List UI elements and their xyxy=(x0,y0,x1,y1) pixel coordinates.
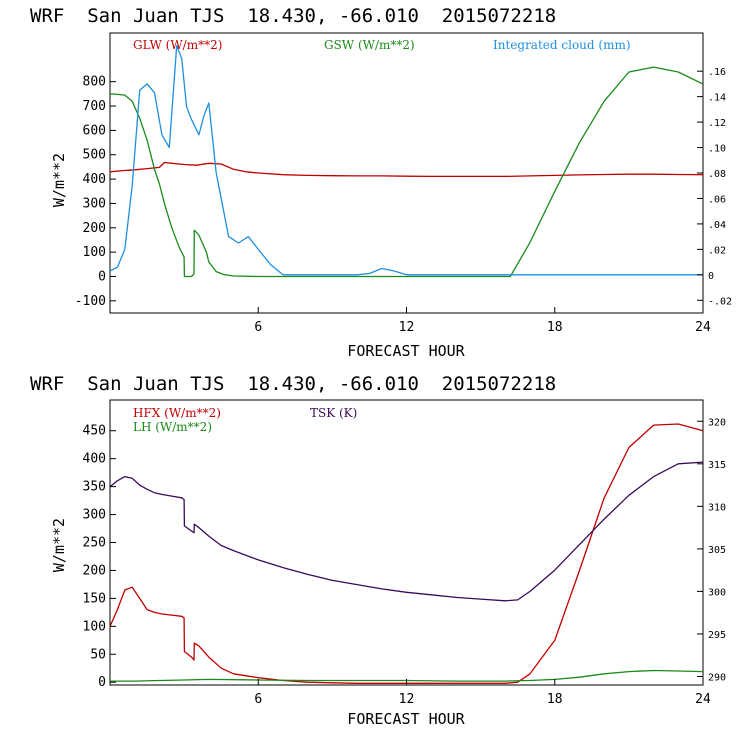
y-tick-label: -100 xyxy=(75,294,106,309)
y2-tick-label: .10 xyxy=(708,144,726,155)
y2-tick-label: 300 xyxy=(708,587,726,598)
y2-tick-label: .08 xyxy=(708,169,726,180)
y-tick-label: 400 xyxy=(83,452,106,467)
y-tick-label: 0 xyxy=(98,675,106,690)
series-line-lh xyxy=(110,669,704,682)
top-chart-title: WRF San Juan TJS 18.430, -66.010 2015072… xyxy=(30,5,556,27)
legend-tsk: TSK (K) xyxy=(310,406,357,420)
y-tick-label: 250 xyxy=(83,536,106,551)
x-tick-label: 6 xyxy=(254,692,262,707)
y2-tick-label: .16 xyxy=(708,67,726,78)
y2-tick-label: 290 xyxy=(708,672,726,683)
bottom-plot-frame xyxy=(109,399,704,686)
y-tick-label: 800 xyxy=(83,75,106,90)
y-tick-label: 700 xyxy=(83,99,106,114)
y-tick-label: 200 xyxy=(83,563,106,578)
x-tick-label: 18 xyxy=(547,692,563,707)
y-tick-label: 350 xyxy=(83,480,106,495)
y2-tick-label: 320 xyxy=(708,417,726,428)
bottom-chart-title: WRF San Juan TJS 18.430, -66.010 2015072… xyxy=(30,373,556,395)
legend-glw: GLW (W/m**2) xyxy=(133,38,222,52)
top-plot-frame xyxy=(109,32,704,314)
y2-tick-label: -.02 xyxy=(708,296,732,307)
y-tick-label: 200 xyxy=(83,221,106,236)
y-tick-label: 400 xyxy=(83,172,106,187)
series-line-glw xyxy=(109,161,704,178)
y-tick-label: 300 xyxy=(83,508,106,523)
y-tick-label: 450 xyxy=(83,424,106,439)
top-y-axis-label: W/m**2 xyxy=(50,153,68,207)
y2-tick-label: .12 xyxy=(708,118,726,129)
x-tick-label: 12 xyxy=(399,692,415,707)
legend-hfx: HFX (W/m**2) xyxy=(133,406,221,420)
x-tick-label: 24 xyxy=(695,320,711,335)
x-tick-label: 12 xyxy=(399,320,415,335)
y2-tick-label: .04 xyxy=(708,220,726,231)
x-tick-label: 24 xyxy=(695,692,711,707)
y2-tick-label: .06 xyxy=(708,194,726,205)
y-tick-label: 600 xyxy=(83,123,106,138)
y-tick-label: 50 xyxy=(90,647,106,662)
legend-lh: LH (W/m**2) xyxy=(133,420,212,434)
series-line-gsw xyxy=(109,66,704,278)
y2-tick-label: .02 xyxy=(708,245,726,256)
top-x-axis-label: FORECAST HOUR xyxy=(347,342,465,360)
y-tick-label: 0 xyxy=(98,269,106,284)
x-tick-label: 18 xyxy=(547,320,563,335)
y-tick-label: 500 xyxy=(83,148,106,163)
y2-tick-label: 315 xyxy=(708,460,726,471)
y-tick-label: 100 xyxy=(83,245,106,260)
series-line-hfx xyxy=(109,423,704,684)
y2-tick-label: 295 xyxy=(708,630,726,641)
series-line-integrated xyxy=(109,45,703,276)
legend-gsw: GSW (W/m**2) xyxy=(324,38,415,52)
y-tick-label: 100 xyxy=(83,619,106,634)
bottom-x-axis-label: FORECAST HOUR xyxy=(347,710,465,728)
x-tick-label: 6 xyxy=(254,320,262,335)
y-tick-label: 300 xyxy=(83,196,106,211)
legend-cloud: Integrated cloud (mm) xyxy=(493,38,631,52)
y2-tick-label: 305 xyxy=(708,545,726,556)
y2-tick-label: .14 xyxy=(708,93,726,104)
y2-tick-label: 0 xyxy=(708,271,714,282)
series-line-tsk xyxy=(109,461,704,602)
y2-tick-label: 310 xyxy=(708,502,726,513)
bottom-y-axis-label: W/m**2 xyxy=(50,518,68,572)
y-tick-label: 150 xyxy=(83,591,106,606)
